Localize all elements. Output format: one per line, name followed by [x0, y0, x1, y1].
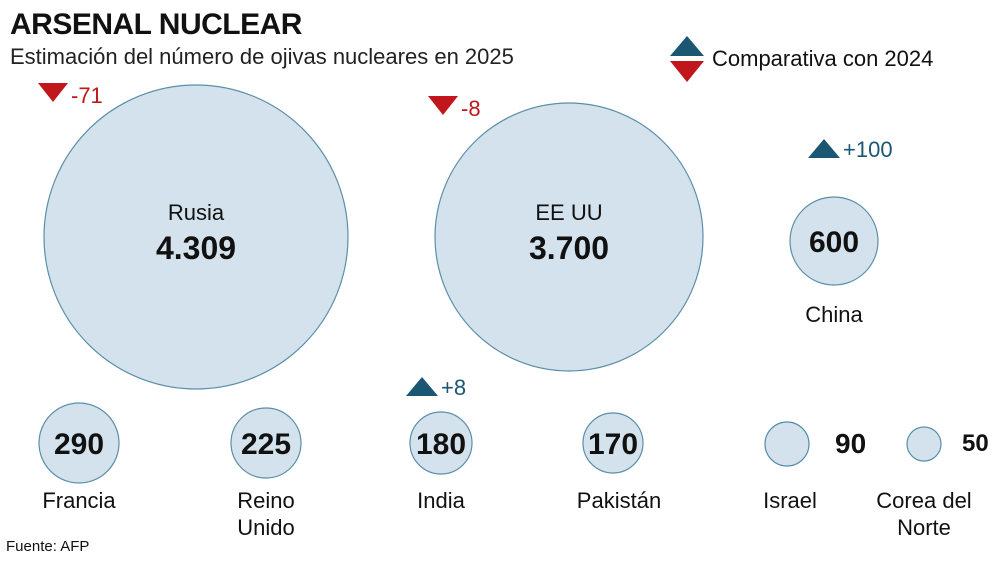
country-label: India: [417, 488, 465, 513]
country-label: Reino Unido: [237, 488, 294, 540]
bubble-group: 50 Corea del Norte: [876, 426, 989, 540]
country-label: EE UU: [535, 200, 602, 225]
value-label: 290: [54, 428, 104, 461]
country-label: Israel: [763, 488, 817, 513]
country-label: Corea del Norte: [876, 488, 971, 540]
bubble-group: 180 India +8: [406, 375, 473, 513]
bubble-group: Rusia 4.309 -71: [38, 83, 349, 390]
bubble: [409, 411, 473, 475]
bubble: [764, 421, 810, 467]
bubble: [434, 102, 704, 372]
value-label: 3.700: [529, 230, 609, 266]
country-label: Francia: [42, 488, 116, 513]
chart-title: ARSENAL NUCLEAR: [10, 8, 302, 41]
bubble-group: 290 Francia: [38, 402, 120, 513]
chart-subtitle: Estimación del número de ojivas nucleare…: [10, 44, 514, 69]
bubble: [582, 412, 644, 474]
value-label: 180: [416, 428, 466, 461]
value-label: 50: [962, 430, 989, 457]
change-label: -8: [461, 96, 481, 121]
up-triangle-icon: [406, 377, 438, 396]
bubble-group: EE UU 3.700 -8: [428, 96, 704, 372]
bubble-group: 170 Pakistán: [577, 412, 661, 513]
country-label: Rusia: [168, 200, 225, 225]
value-label: 90: [835, 428, 866, 459]
country-label: Pakistán: [577, 488, 661, 513]
value-label: 225: [241, 428, 291, 461]
change-label: -71: [71, 83, 103, 108]
bubble: [43, 84, 349, 390]
down-triangle-icon: [38, 83, 68, 102]
bubble: [789, 196, 879, 286]
bubble-group: 90 Israel: [763, 421, 866, 513]
value-label: 4.309: [156, 230, 236, 266]
bubble: [230, 407, 302, 479]
value-label: 170: [588, 428, 638, 461]
change-label: +100: [843, 137, 893, 162]
legend: Comparativa con 2024: [670, 36, 933, 82]
down-triangle-icon: [428, 96, 458, 115]
bubble: [906, 426, 942, 462]
up-down-triangle-icon: [670, 36, 704, 82]
country-label: China: [805, 302, 863, 327]
bubble-group: 225 Reino Unido: [230, 407, 302, 540]
change-label: +8: [441, 375, 466, 400]
value-label: 600: [809, 226, 859, 259]
bubble-group: 600 China +100: [789, 137, 893, 327]
legend-label: Comparativa con 2024: [712, 46, 934, 71]
source-note: Fuente: AFP: [6, 538, 90, 555]
up-triangle-icon: [808, 139, 840, 158]
bubble: [38, 402, 120, 484]
